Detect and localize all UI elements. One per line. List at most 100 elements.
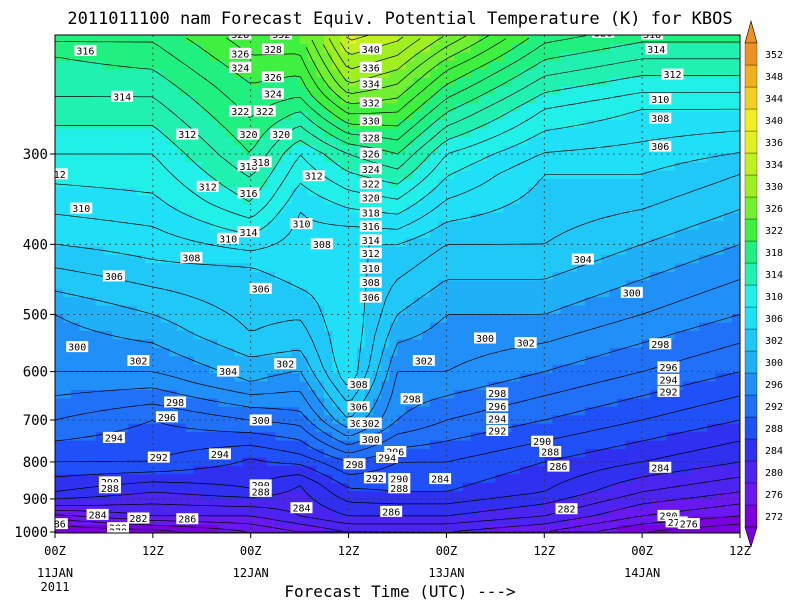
temperature-cell (267, 313, 276, 323)
temperature-cell (193, 507, 203, 517)
temperature-cell (112, 330, 121, 340)
temperature-cell (250, 347, 260, 357)
temperature-cell (136, 229, 146, 239)
temperature-cell (454, 380, 464, 390)
temperature-cell (356, 465, 366, 475)
temperature-cell (95, 262, 105, 272)
temperature-cell (397, 288, 407, 298)
temperature-cell (642, 94, 651, 104)
temperature-cell (715, 347, 725, 357)
temperature-cell (454, 532, 464, 533)
temperature-cell (152, 186, 162, 196)
temperature-cell (650, 380, 660, 390)
temperature-cell (340, 499, 350, 509)
temperature-cell (144, 296, 154, 306)
temperature-cell (593, 94, 602, 104)
temperature-cell (242, 456, 252, 466)
temperature-cell (462, 338, 472, 348)
temperature-cell (707, 195, 717, 205)
temperature-cell (315, 203, 325, 213)
temperature-cell (544, 372, 554, 382)
temperature-cell (691, 473, 700, 483)
temperature-cell (617, 347, 627, 357)
temperature-cell (364, 532, 374, 533)
temperature-cell (136, 296, 146, 306)
temperature-cell (193, 448, 203, 458)
temperature-cell (609, 110, 619, 120)
temperature-cell (723, 397, 733, 407)
temperature-cell (397, 456, 407, 466)
temperature-cell (340, 532, 350, 533)
temperature-cell (625, 321, 635, 331)
temperature-cell (315, 490, 325, 500)
temperature-cell (209, 397, 219, 407)
temperature-cell (226, 195, 235, 205)
temperature-cell (707, 524, 717, 533)
temperature-cell (185, 380, 195, 390)
temperature-cell (552, 296, 562, 306)
temperature-cell (682, 389, 692, 399)
temperature-cell (177, 212, 187, 222)
temperature-cell (609, 423, 619, 433)
temperature-cell (152, 305, 162, 315)
temperature-cell (397, 195, 407, 205)
temperature-cell (650, 254, 660, 264)
temperature-cell (218, 347, 227, 357)
temperature-cell (120, 380, 129, 390)
temperature-cell (283, 110, 293, 120)
temperature-cell (723, 338, 733, 348)
temperature-cell (527, 305, 537, 315)
temperature-cell (682, 68, 692, 78)
temperature-cell (209, 380, 219, 390)
temperature-cell (120, 170, 129, 180)
temperature-cell (470, 524, 480, 533)
temperature-cell (79, 423, 89, 433)
temperature-cell (405, 161, 415, 171)
temperature-cell (552, 119, 562, 129)
temperature-cell (568, 262, 578, 272)
temperature-cell (536, 212, 545, 222)
temperature-cell (234, 296, 244, 306)
temperature-cell (112, 102, 121, 112)
temperature-cell (95, 423, 105, 433)
temperature-cell (389, 153, 399, 163)
temperature-cell (552, 321, 562, 331)
temperature-cell (79, 296, 89, 306)
temperature-cell (128, 110, 138, 120)
temperature-cell (291, 296, 301, 306)
temperature-cell (324, 43, 333, 53)
temperature-cell (79, 515, 89, 526)
temperature-cell (356, 473, 366, 483)
temperature-cell (299, 271, 309, 281)
temperature-cell (144, 161, 154, 171)
temperature-cell (413, 237, 423, 247)
temperature-cell (234, 305, 244, 315)
temperature-cell (617, 473, 627, 483)
temperature-cell (169, 220, 178, 230)
temperature-cell (617, 144, 627, 154)
temperature-cell (682, 338, 692, 348)
temperature-cell (576, 127, 586, 137)
temperature-cell (682, 532, 692, 533)
temperature-cell (332, 262, 342, 272)
temperature-cell (511, 220, 521, 230)
temperature-cell (307, 406, 317, 416)
temperature-cell (487, 245, 496, 255)
temperature-cell (152, 119, 162, 129)
temperature-cell (552, 313, 562, 323)
temperature-cell (617, 186, 627, 196)
temperature-cell (519, 161, 529, 171)
temperature-cell (169, 389, 178, 399)
temperature-cell (552, 262, 562, 272)
temperature-cell (454, 245, 464, 255)
temperature-cell (128, 313, 138, 323)
temperature-cell (283, 473, 293, 483)
temperature-cell (421, 85, 431, 95)
temperature-cell (169, 254, 178, 264)
temperature-cell (536, 279, 545, 289)
temperature-cell (699, 127, 708, 137)
temperature-cell (332, 186, 342, 196)
temperature-cell (242, 254, 252, 264)
temperature-cell (63, 144, 72, 154)
temperature-cell (487, 220, 496, 230)
